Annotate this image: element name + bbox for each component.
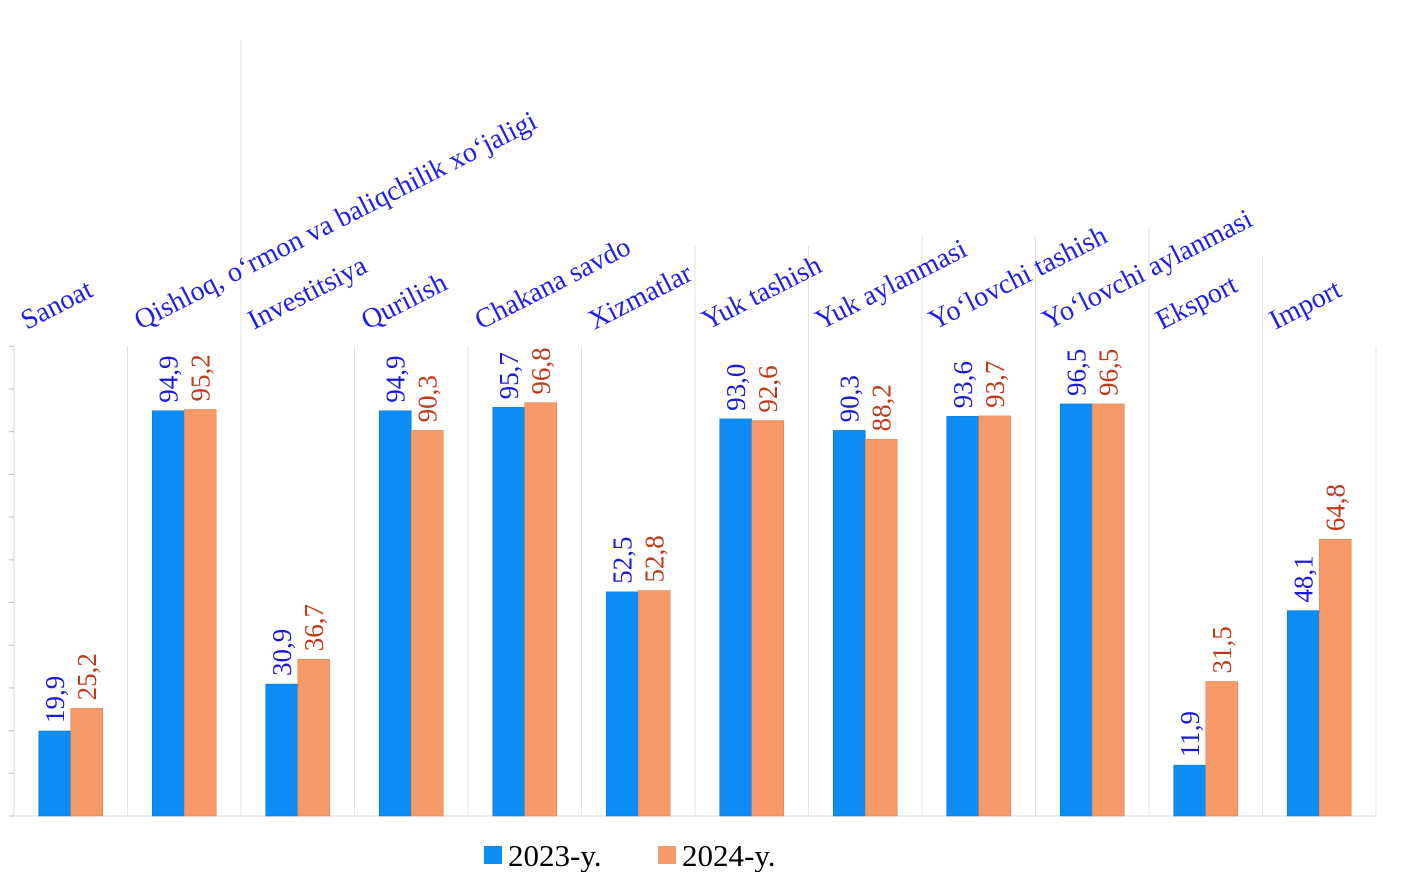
value-label-2023-7: 90,3 <box>834 375 864 422</box>
category-label-9: Yo‘lovchi aylanmasi <box>1037 204 1257 337</box>
value-label-2024-11: 64,8 <box>1320 484 1350 531</box>
legend-label-2024: 2024-y. <box>682 838 776 872</box>
value-label-2023-11: 48,1 <box>1288 555 1318 602</box>
value-label-2024-1: 95,2 <box>185 354 215 401</box>
value-label-2023-5: 52,5 <box>607 537 637 584</box>
bar-2023-8 <box>946 416 980 817</box>
value-label-2024-8: 93,7 <box>980 361 1010 408</box>
category-label-1: Qishloq, o‘rmon va baliqchilik xo‘jaligi <box>129 106 542 337</box>
bar-2023-11 <box>1286 610 1320 817</box>
value-label-2023-9: 96,5 <box>1061 349 1091 396</box>
bar-2023-0 <box>38 730 72 817</box>
bar-2024-1 <box>183 409 217 817</box>
legend-label-2023: 2023-y. <box>508 838 602 872</box>
bar-2024-6 <box>751 420 785 817</box>
bar-2024-3 <box>410 430 444 817</box>
bar-2023-4 <box>492 407 526 817</box>
bar-2023-5 <box>605 591 639 817</box>
value-label-2024-3: 90,3 <box>412 375 442 422</box>
bar-2024-10 <box>1205 681 1239 817</box>
bar-2024-2 <box>297 658 331 817</box>
value-labels: 19,9 25,294,9 95,230,936,794,9 90,3 95,7 96,8… <box>40 347 1351 757</box>
bar-2023-7 <box>832 430 866 817</box>
value-label-2023-4: 95,7 <box>494 352 524 399</box>
bar-2024-0 <box>70 708 104 817</box>
bars <box>38 402 1352 817</box>
bar-2023-3 <box>378 410 412 817</box>
category-label-10: Eksport <box>1151 269 1243 336</box>
value-label-2023-10: 11,9 <box>1175 711 1205 757</box>
bar-2024-8 <box>978 415 1012 817</box>
bar-2024-9 <box>1091 403 1125 817</box>
grid-lines <box>9 40 1377 817</box>
bar-2024-7 <box>864 439 898 817</box>
value-label-2023-1: 94,9 <box>153 356 183 403</box>
value-label-2024-4: 96,8 <box>526 347 556 394</box>
category-label-6: Yuk tashish <box>697 250 827 337</box>
bar-2024-4 <box>524 402 558 817</box>
bar-2023-10 <box>1173 764 1207 817</box>
value-label-2023-2: 30,9 <box>267 629 297 676</box>
value-label-2024-6: 92,6 <box>753 365 783 412</box>
value-label-2024-0: 25,2 <box>72 653 102 700</box>
legend: 2023-y. 2024-y. <box>484 838 776 872</box>
category-labels: Sanoat Qishloq, o‘rmon va baliqchilik xo‘… <box>16 106 1347 337</box>
value-label-2024-5: 52,8 <box>639 535 669 582</box>
category-label-0: Sanoat <box>16 274 98 336</box>
bar-2024-5 <box>637 590 671 817</box>
value-label-2024-2: 36,7 <box>299 604 329 651</box>
value-label-2023-0: 19,9 <box>40 676 70 723</box>
bar-2023-9 <box>1059 403 1093 817</box>
legend-swatch-2023 <box>484 846 502 864</box>
value-label-2024-9: 96,5 <box>1093 349 1123 396</box>
bar-2023-2 <box>265 683 299 817</box>
category-label-11: Import <box>1264 274 1346 336</box>
value-label-2023-6: 93,0 <box>721 364 751 411</box>
value-label-2023-3: 94,9 <box>380 356 410 403</box>
value-label-2024-10: 31,5 <box>1207 626 1237 673</box>
bar-2023-1 <box>151 410 185 817</box>
legend-swatch-2024 <box>658 846 676 864</box>
bar-2023-6 <box>719 418 753 817</box>
value-label-2024-7: 88,2 <box>866 384 896 431</box>
value-label-2023-8: 93,6 <box>948 361 978 408</box>
bar-2024-11 <box>1318 539 1352 817</box>
